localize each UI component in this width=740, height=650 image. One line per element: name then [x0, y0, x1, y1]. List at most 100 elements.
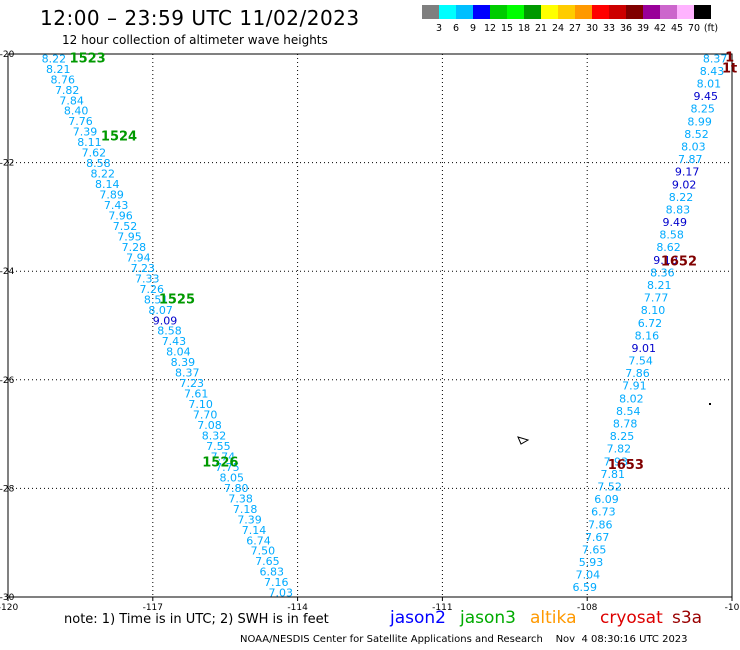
wave-height-value: 7.74 [211, 450, 236, 463]
wave-height-value: 7.52 [597, 480, 622, 493]
scale-label: 42 [653, 23, 667, 34]
wave-height-value: 9.17 [675, 166, 700, 179]
wave-height-value: 9.01 [631, 342, 656, 355]
map-subtitle: 12 hour collection of altimeter wave hei… [62, 33, 328, 47]
scale-label: 6 [452, 23, 460, 34]
wave-height-value: 7.70 [193, 409, 218, 422]
satellite-legend-item: cryosat [600, 608, 663, 628]
y-tick-label: -20 [0, 50, 15, 60]
wave-height-value: 7.08 [197, 419, 222, 432]
wave-height-value: 7.91 [622, 380, 647, 393]
scale-swatch [626, 5, 643, 19]
wave-height-value: 7.65 [582, 543, 607, 556]
satellite-legend-item: jason3 [460, 608, 516, 628]
scale-swatch [422, 5, 439, 19]
wave-height-value: 9.09 [153, 314, 178, 327]
map-frame [7, 53, 733, 598]
scale-swatch [558, 5, 575, 19]
scale-label: 21 [534, 23, 548, 34]
scale-swatch [473, 5, 490, 19]
wave-height-value: 8.25 [690, 103, 715, 116]
wave-height-value: 8.01 [697, 78, 722, 91]
pass-number-label: 1 [725, 51, 734, 66]
wave-height-value: 7.80 [224, 482, 249, 495]
wave-height-value: 7.28 [122, 241, 147, 254]
scale-swatch [541, 5, 558, 19]
pass-number-label: 1524 [101, 129, 137, 144]
wave-height-value: 8.36 [650, 266, 675, 279]
scale-swatch [524, 5, 541, 19]
wave-height-value: 8.83 [666, 203, 691, 216]
scale-swatch [456, 5, 473, 19]
wave-height-value: 7.86 [588, 518, 613, 531]
wave-height-value: 6.83 [260, 566, 285, 579]
wave-height-value: 8.11 [77, 136, 102, 149]
wave-height-value: 6.09 [594, 493, 619, 506]
wave-height-value: 7.39 [237, 513, 262, 526]
satellite-legend-item: s3a [672, 608, 703, 628]
scale-swatch [609, 5, 626, 19]
scale-swatch [592, 5, 609, 19]
wave-height-value: 7.82 [607, 443, 632, 456]
wave-height-value: 9.02 [672, 178, 697, 191]
pass-number-label: 1523 [70, 51, 106, 66]
x-tick-label: -111 [432, 603, 452, 613]
scale-label: 18 [517, 23, 531, 34]
wave-height-value: 7.55 [206, 440, 231, 453]
scale-label: 45 [670, 23, 684, 34]
scale-label: 70 [687, 23, 701, 34]
wave-height-value: 8.40 [64, 105, 89, 118]
credit-line: NOAA/NESDIS Center for Satellite Applica… [240, 634, 688, 645]
x-tick-label: -117 [143, 603, 163, 613]
wave-height-value: 8.76 [50, 73, 75, 86]
wave-height-value: 7.43 [104, 199, 129, 212]
wave-height-value: 8.21 [46, 63, 71, 76]
wave-height-value: 7.54 [628, 355, 653, 368]
scale-label: (ft) [703, 23, 719, 34]
map-title: 12:00 – 23:59 UTC 11/02/2023 [40, 6, 360, 30]
wave-height-value: 7.75 [215, 461, 240, 474]
wave-height-value: 7.94 [126, 251, 151, 264]
x-tick-label: -114 [287, 603, 308, 613]
wave-height-value: 7.23 [179, 377, 204, 390]
satellite-legend-item: jason2 [390, 608, 446, 628]
wave-height-value: 7.87 [678, 153, 703, 166]
island-dot [709, 403, 711, 405]
wave-height-value: 6.73 [591, 506, 616, 519]
wave-height-value: 7.84 [59, 94, 84, 107]
wave-height-value: 8.52 [684, 128, 709, 141]
wave-height-value: 8.14 [95, 178, 120, 191]
x-tick-label: -10 [725, 603, 740, 613]
wave-height-value: 8.25 [610, 430, 635, 443]
wave-height-value: 7.77 [644, 292, 669, 305]
y-tick-label: -30 [0, 593, 15, 603]
y-tick-label: -24 [0, 267, 15, 277]
wave-height-value: 8.58 [86, 157, 111, 170]
wave-height-value: 8.58 [659, 229, 684, 242]
scale-swatch [694, 5, 711, 19]
wave-height-value: 8.58 [157, 325, 182, 338]
wave-height-value: 8.78 [613, 418, 638, 431]
wave-height-value: 7.16 [264, 576, 289, 589]
wave-height-value: 7.62 [82, 147, 107, 160]
wave-height-value: 6.72 [638, 317, 663, 330]
scale-label: 9 [469, 23, 477, 34]
scale-swatch [490, 5, 507, 19]
wave-height-value: 8.22 [91, 168, 116, 181]
scale-swatch [507, 5, 524, 19]
satellite-legend-item: altika [530, 608, 577, 628]
wave-height-value: 7.38 [228, 492, 253, 505]
wave-height-value: 8.39 [171, 356, 196, 369]
wave-height-value: 8.51 [144, 293, 169, 306]
wave-height-value: 7.76 [68, 115, 93, 128]
wave-height-value: 8.10 [641, 304, 666, 317]
wave-height-value: 9.49 [663, 216, 688, 229]
wave-height-value: 8.04 [166, 346, 191, 359]
scale-label: 3 [435, 23, 443, 34]
wave-height-value: 7.52 [113, 220, 138, 233]
wave-height-value: 7.18 [233, 503, 258, 516]
wave-height-value: 8.02 [619, 392, 644, 405]
wave-height-value: 9.45 [694, 90, 719, 103]
scale-label: 24 [551, 23, 565, 34]
